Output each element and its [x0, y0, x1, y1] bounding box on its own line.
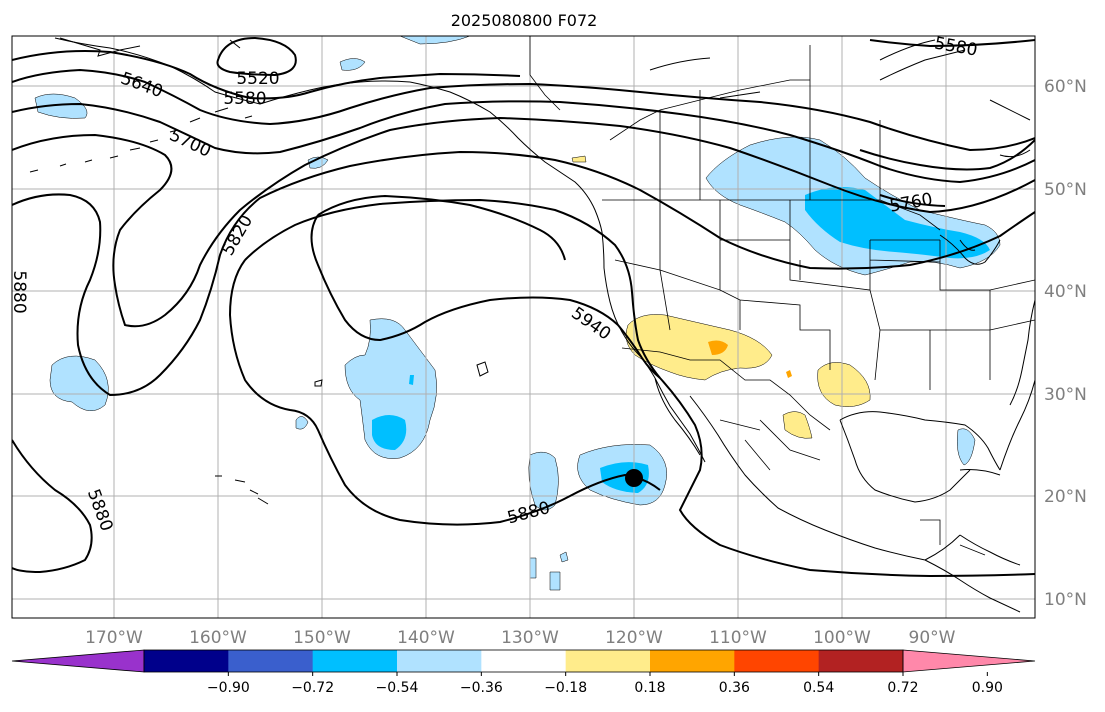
colorbar-tick-label: −0.90	[207, 680, 250, 696]
lat-label-10n: 10°N	[1044, 590, 1087, 610]
island-cuba	[959, 469, 1001, 476]
shade-mexico-north	[782, 411, 813, 439]
contour-5880-east	[12, 198, 1035, 578]
shade-nw-pacific	[34, 93, 88, 119]
colorbar-tick-label: 0.18	[634, 680, 665, 696]
contour-label-5580: 5580	[223, 89, 266, 109]
map-area: 5520 5580 5640 5700 5760 5820 5880 5940 …	[9, 36, 1035, 618]
shade-small-pacific	[307, 156, 329, 169]
colorbar-segment	[818, 650, 904, 672]
lon-label-160w: 160°W	[189, 628, 247, 648]
colorbar-segment	[565, 650, 651, 672]
coast-mexico-west	[689, 395, 926, 561]
island-pacific-2	[314, 379, 323, 387]
colorbar-tick-label: −0.54	[376, 680, 419, 696]
lon-label-140w: 140°W	[397, 628, 455, 648]
shade-small-pacific-2	[295, 416, 309, 430]
lon-label-130w: 130°W	[501, 628, 559, 648]
shade-gulf-mexico-east	[957, 428, 976, 466]
coast-hawaii	[215, 475, 269, 505]
shade-small-pacific-4	[549, 571, 561, 591]
colorbar-segment	[734, 650, 820, 672]
colorbar-tick-label: 0.36	[719, 680, 750, 696]
figure-title: 2025080800 F072	[451, 11, 598, 30]
colorbar-tick-label: 0.90	[972, 680, 1003, 696]
colorbar-extend-low	[11, 649, 145, 673]
borders	[529, 36, 1035, 556]
lon-label-100w: 100°W	[813, 628, 871, 648]
contour-label-5520: 5520	[236, 69, 279, 89]
lat-label-30n: 30°N	[1044, 385, 1087, 405]
border-canada-us	[602, 199, 941, 231]
colorbar-tick-label: 0.72	[887, 680, 918, 696]
colorbar-tick-label: −0.36	[460, 680, 503, 696]
colorbar-frame	[143, 649, 904, 673]
colorbar-tick-label: 0.54	[803, 680, 834, 696]
height-contours	[12, 36, 1035, 578]
shade-southwest-us-core	[708, 340, 728, 355]
border-mexico-states	[719, 419, 821, 471]
lat-label-20n: 20°N	[1044, 487, 1087, 507]
lon-label-110w: 110°W	[709, 628, 767, 648]
colorbar-tick-label: −0.18	[544, 680, 587, 696]
shade-canada-core	[805, 186, 990, 259]
border-us-states	[614, 200, 1035, 390]
coast-baja	[654, 377, 706, 463]
colorbar-tick-label: −0.72	[291, 680, 334, 696]
contour-label-5880-edge: 5880	[9, 270, 29, 313]
storm-center-marker	[625, 469, 643, 487]
latitude-labels: 60°N 50°N 40°N 30°N 20°N 10°N	[1044, 77, 1087, 610]
shade-yellow-small-bc	[571, 155, 587, 163]
shade-yellow-small-tx	[786, 370, 792, 378]
coast-central-america	[924, 534, 1021, 613]
shade-texas	[817, 362, 871, 407]
coast-aleutian-islands	[29, 107, 253, 173]
lat-label-40n: 40°N	[1044, 282, 1087, 302]
coast-gulf-mexico	[839, 379, 1035, 561]
contour-5760	[12, 116, 1035, 328]
coast-us-east	[1009, 299, 1035, 406]
longitude-labels: 170°W 160°W 150°W 140°W 130°W 120°W 110°…	[85, 628, 956, 648]
graticule	[12, 36, 1035, 618]
contour-5580-east	[869, 39, 1035, 48]
island-pacific	[476, 361, 489, 377]
lon-label-90w: 90°W	[909, 628, 956, 648]
map-frame	[11, 35, 1036, 619]
colorbar: −0.90 −0.72 −0.54 −0.36 −0.18 0.18 0.36 0.54 0.7…	[11, 649, 1036, 696]
shade-central-pacific-dot	[409, 375, 414, 385]
shade-gulf-alaska-small	[339, 58, 366, 71]
colorbar-segment	[397, 650, 482, 672]
coast-bering	[59, 37, 241, 57]
contour-5520	[216, 36, 297, 77]
shade-central-pacific	[344, 318, 437, 459]
border-us-mexico	[621, 347, 831, 431]
contour-5760-east	[859, 139, 1035, 207]
coast-arctic-islands	[649, 39, 936, 99]
colorbar-segment	[144, 650, 229, 672]
contour-5820	[12, 150, 1035, 397]
border-canadian-provinces	[609, 45, 881, 200]
contour-5640	[12, 68, 1035, 152]
shade-central-pacific-core	[372, 415, 407, 450]
border-central-america	[920, 519, 986, 556]
contour-5580-west	[12, 50, 521, 100]
lon-label-150w: 150°W	[293, 628, 351, 648]
contour-5940	[310, 194, 661, 379]
lon-label-120w: 120°W	[605, 628, 663, 648]
colorbar-extend-high	[902, 649, 1036, 673]
colorbar-segment	[228, 650, 314, 672]
lat-label-60n: 60°N	[1044, 77, 1087, 97]
lat-label-50n: 50°N	[1044, 180, 1087, 200]
lon-label-170w: 170°W	[85, 628, 143, 648]
colorbar-segment	[650, 650, 735, 672]
colorbar-segment	[481, 650, 567, 672]
shade-small-pacific-3	[529, 557, 537, 579]
contour-5700	[12, 100, 1035, 184]
colorbar-segment	[312, 650, 398, 672]
shade-small-pacific-5	[559, 551, 569, 563]
coast-alaska-panhandle-bc	[409, 81, 603, 233]
